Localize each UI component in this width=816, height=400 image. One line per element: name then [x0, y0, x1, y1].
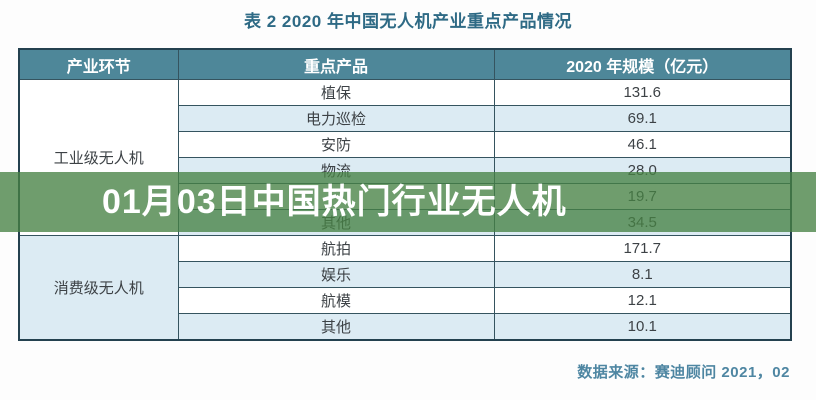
product-cell: 安防 [177, 131, 495, 158]
table-row: 其他 10.1 [19, 313, 792, 341]
table-row: 消费级无人机 航拍 171.7 [18, 235, 792, 341]
table-title: 表 2 2020 年中国无人机产业重点产品情况 [244, 12, 572, 31]
table-row: 航模 12.1 [19, 287, 792, 314]
value-cell: 12.1 [493, 287, 792, 314]
product-cell: 电力巡检 [177, 105, 495, 132]
table-row: 工业级无人机 植保 131.6 [18, 79, 792, 236]
value-cell: 10.1 [493, 313, 792, 341]
product-cell: 航模 [177, 287, 495, 314]
header-key-product: 重点产品 [177, 48, 495, 80]
value-cell: 171.7 [493, 235, 792, 262]
header-2020-scale: 2020 年规模（亿元） [493, 48, 792, 80]
header-industry-segment: 产业环节 [18, 48, 179, 80]
table-row: 娱乐 8.1 [19, 261, 792, 288]
product-cell: 其他 [177, 313, 495, 341]
article-title-text: 01月03日中国热门行业无人机 [102, 183, 567, 221]
product-cell: 娱乐 [177, 261, 495, 288]
product-cell: 植保 [177, 79, 495, 106]
table-row: 安防 46.1 [19, 131, 792, 158]
value-cell: 8.1 [493, 261, 792, 288]
category-cell-consumer: 消费级无人机 [18, 235, 179, 341]
data-source-note: 数据来源：赛迪顾问 2021，02 [577, 364, 790, 381]
value-cell: 69.1 [493, 105, 792, 132]
value-cell: 46.1 [493, 131, 792, 158]
article-title-banner: 01月03日中国热门行业无人机 [0, 172, 816, 232]
product-cell: 航拍 [177, 235, 495, 262]
value-cell: 131.6 [493, 79, 792, 106]
header-row: 产业环节 重点产品 2020 年规模（亿元） [18, 48, 792, 80]
